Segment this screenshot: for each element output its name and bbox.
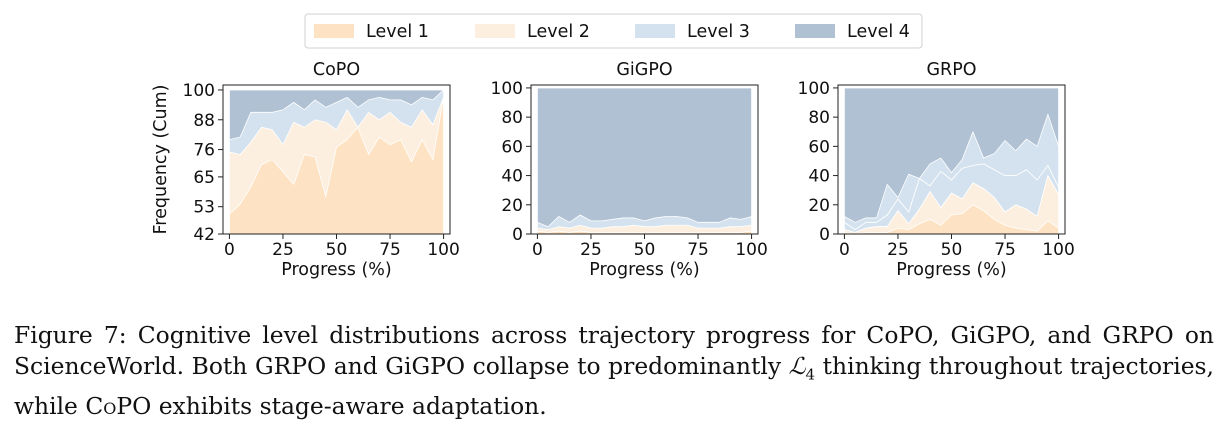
x-tick-label-75: 75 [994,240,1016,260]
y-tick-label-42: 42 [193,225,215,245]
legend: Level 1 Level 2 Level 3 Level 4 [304,13,923,49]
y-tick-label-40: 40 [808,167,830,187]
caption-text-3: exhibits stage-aware adaptation. [151,391,547,420]
caption-label: Figure 7: [14,321,127,349]
legend-swatch-level-4 [795,24,835,38]
y-tick-label-100: 100 [183,81,215,101]
figure-caption: Figure 7: Cognitive level distributions … [14,320,1214,422]
caption-method-copo: CoPO [85,391,152,420]
x-tick-label-75: 75 [687,240,709,260]
x-tick-label-25: 25 [272,240,294,260]
y-tick-label-65: 65 [193,168,215,188]
caption-math-symbol: ℒ [788,352,806,380]
legend-label-level-1: Level 1 [366,22,429,42]
area-level1-gigpo [537,230,752,234]
panel-areas [844,87,1059,234]
figure-canvas: Level 1 Level 2 Level 3 Level 4 CoPO 0 25 50 75 1… [151,13,1075,280]
x-tick-label-50: 50 [634,240,656,260]
x-tick-label-100: 100 [1042,240,1074,260]
x-tick-label-25: 25 [887,240,909,260]
caption-math-l4: ℒ4 [788,352,815,384]
y-tick-label-100: 100 [491,79,523,99]
x-tick-label-100: 100 [735,240,767,260]
x-tick-label-50: 50 [941,240,963,260]
y-tick-label-53: 53 [193,198,215,218]
y-tick-label-60: 60 [808,137,830,157]
caption-text-2: thinking throughout trajectories, while [14,352,1214,420]
x-axis-label-gigpo: Progress (%) [589,260,700,280]
y-tick-label-80: 80 [808,108,830,128]
legend-label-level-2: Level 2 [527,22,590,42]
x-tick-label-0: 0 [532,240,543,260]
legend-swatch-level-3 [635,24,675,38]
area-level1-front-grpo [844,204,1059,234]
panel-gigpo: GiGPO 0 25 50 75 100 Progress (%) 0 20 40 60 80 100 [491,60,768,280]
area-level1-copo [229,97,444,234]
y-tick-label-20: 20 [808,196,830,216]
y-tick-label-80: 80 [501,108,523,128]
area-level2-gigpo [537,224,752,234]
x-axis-label-grpo: Progress (%) [896,260,1007,280]
x-tick-label-25: 25 [580,240,602,260]
panel-title-grpo: GRPO [926,60,976,80]
panel-copo: CoPO 0 25 50 75 100 Progress (%) 42 53 65 76 88 100 F… [151,60,460,280]
legend-frame [304,13,923,49]
area-level4-gigpo [537,87,752,234]
y-axis-label: Frequency (Cum) [151,85,171,235]
panel-grpo: GRPO 0 25 50 75 100 Progress (%) 0 20 40 60 80 100 [798,60,1075,280]
panel-title-copo: CoPO [313,60,360,80]
y-tick-label-0: 0 [819,225,830,245]
y-tick-label-20: 20 [501,196,523,216]
x-axis-label-copo: Progress (%) [281,260,392,280]
caption-text-1: Cognitive level distributions across tra… [14,321,1214,380]
caption-math-subscript: 4 [805,365,816,384]
y-tick-label-0: 0 [512,225,523,245]
y-tick-label-60: 60 [501,137,523,157]
x-tick-label-50: 50 [326,240,348,260]
area-level2-front-grpo [844,175,1059,234]
panel-areas [229,89,444,234]
panel-title-gigpo: GiGPO [616,60,672,80]
y-tick-label-88: 88 [193,111,215,131]
area-level3-peaks-grpo [844,113,1059,231]
x-tick-label-100: 100 [427,240,459,260]
legend-label-level-4: Level 4 [847,22,910,42]
y-tick-label-40: 40 [501,167,523,187]
legend-label-level-3: Level 3 [687,22,750,42]
panel-areas [537,87,752,234]
y-tick-label-76: 76 [193,141,215,161]
legend-swatch-level-2 [475,24,515,38]
y-tick-label-100: 100 [798,79,830,99]
x-tick-label-0: 0 [839,240,850,260]
x-tick-label-75: 75 [379,240,401,260]
legend-swatch-level-1 [314,24,354,38]
x-tick-label-0: 0 [224,240,235,260]
